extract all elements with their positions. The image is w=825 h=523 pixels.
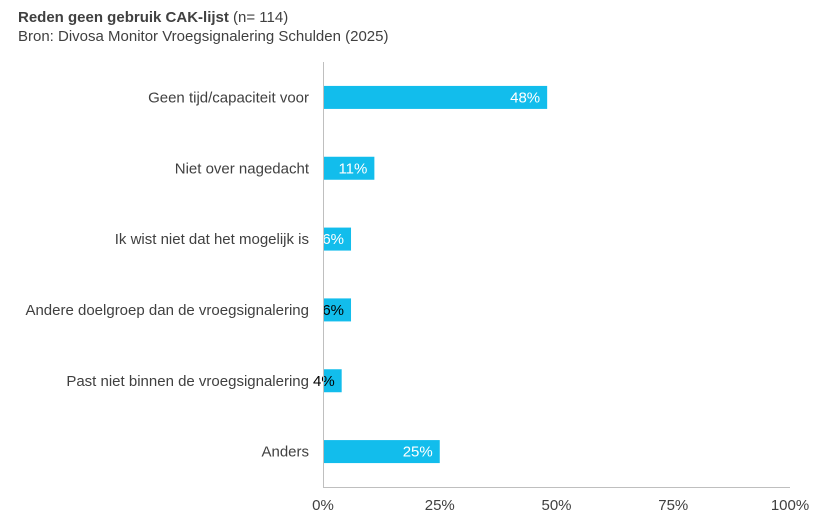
- x-tick-label-3: 75%: [658, 497, 688, 514]
- x-tick-label-2: 50%: [541, 497, 571, 514]
- bar-4: [323, 369, 342, 393]
- x-tick-label-1: 25%: [425, 497, 455, 514]
- category-label-0: Geen tijd/capaciteit voor: [148, 89, 309, 106]
- category-label-4: Past niet binnen de vroegsignalering: [66, 373, 309, 390]
- value-label-5: 25%: [403, 444, 433, 461]
- category-label-1: Niet over nagedacht: [175, 160, 310, 177]
- category-label-2: Ik wist niet dat het mogelijk is: [115, 231, 309, 248]
- value-label-0: 48%: [510, 89, 540, 106]
- chart-title-line: Reden geen gebruik CAK-lijst (n= 114): [18, 8, 388, 27]
- bar-5: [323, 440, 440, 464]
- value-label-1: 11%: [338, 160, 367, 177]
- x-tick-label-0: 0%: [312, 497, 334, 514]
- bar-2: [323, 227, 352, 251]
- value-label-3: 6%: [322, 302, 344, 319]
- chart-subtitle: Bron: Divosa Monitor Vroegsignalering Sc…: [18, 28, 389, 45]
- bar-1: [323, 156, 375, 180]
- chart-header: Reden geen gebruik CAK-lijst (n= 114) Br…: [18, 8, 388, 46]
- category-label-5: Anders: [261, 444, 309, 461]
- bar-3: [323, 298, 352, 322]
- value-label-2: 6%: [322, 231, 344, 248]
- chart-title: Reden geen gebruik CAK-lijst: [18, 9, 229, 26]
- bar-0: [323, 85, 548, 109]
- category-label-3: Andere doelgroep dan de vroegsignalering: [25, 302, 309, 319]
- chart-title-note: (n= 114): [233, 9, 289, 26]
- x-tick-label-4: 100%: [771, 497, 809, 514]
